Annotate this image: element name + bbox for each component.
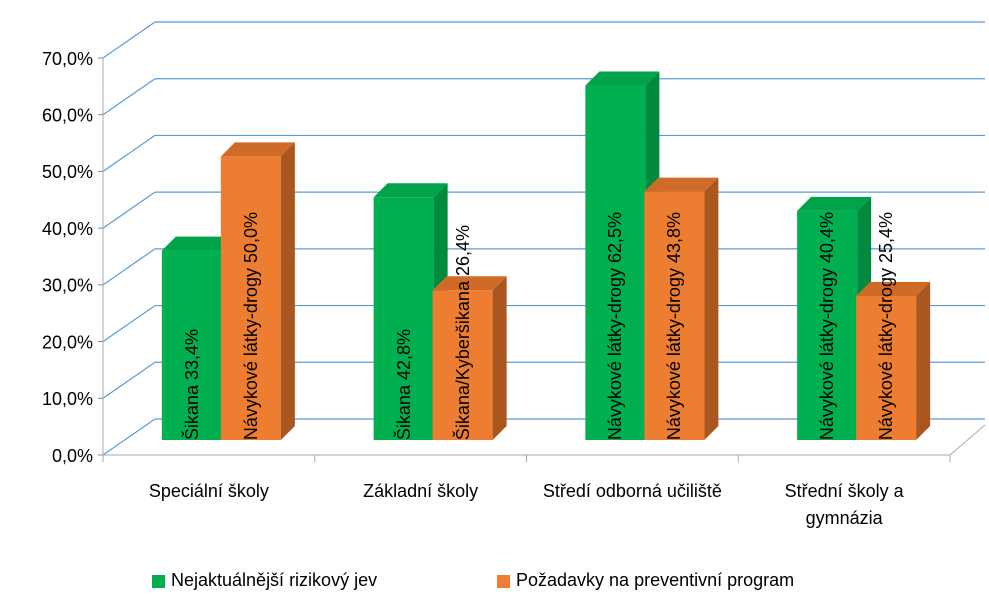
bar-side bbox=[916, 281, 931, 440]
bar-front bbox=[585, 85, 646, 441]
bar-top bbox=[644, 177, 719, 192]
legend-label: Požadavky na preventivní program bbox=[516, 570, 795, 590]
x-tick-label: Speciální školy bbox=[148, 481, 269, 501]
y-tick-label: 60,0% bbox=[42, 105, 93, 125]
y-tick-label: 10,0% bbox=[42, 389, 93, 409]
x-tick-label: Středí odborná učiliště bbox=[542, 481, 722, 501]
bar-side bbox=[492, 276, 507, 440]
grid-line bbox=[102, 418, 156, 456]
y-tick-label: 0,0% bbox=[52, 446, 93, 466]
grid-line bbox=[102, 21, 156, 59]
bar-top bbox=[797, 196, 872, 211]
data-label: Šikana/Kyberšikana 26,4% bbox=[452, 224, 473, 440]
bar-front bbox=[220, 156, 281, 440]
bar-front bbox=[797, 210, 858, 440]
bar-side bbox=[280, 142, 295, 440]
y-tick-label: 20,0% bbox=[42, 332, 93, 352]
y-tick-label: 40,0% bbox=[42, 219, 93, 239]
bar-top bbox=[220, 142, 295, 157]
data-label: Návykové látky-drogy 43,8% bbox=[664, 211, 685, 440]
data-label: Šikana 42,8% bbox=[393, 328, 414, 440]
floor-edge bbox=[949, 424, 986, 456]
legend-swatch bbox=[497, 575, 510, 588]
bar-front bbox=[644, 191, 705, 440]
bar-front bbox=[432, 290, 493, 440]
bar-top bbox=[432, 276, 507, 291]
bar-front bbox=[373, 197, 434, 440]
data-label: Návykové látky-drogy 62,5% bbox=[605, 211, 626, 440]
bar-top bbox=[161, 236, 236, 251]
grid-line bbox=[102, 305, 156, 343]
x-tick-label: Základní školy bbox=[363, 481, 479, 501]
grid-line bbox=[102, 78, 156, 116]
y-tick-label: 30,0% bbox=[42, 276, 93, 296]
legend-swatch bbox=[152, 575, 165, 588]
bar-front bbox=[161, 250, 222, 440]
grid-line bbox=[102, 191, 156, 229]
y-tick-label: 70,0% bbox=[42, 49, 93, 69]
data-label: Návykové látky-drogy 40,4% bbox=[817, 211, 838, 440]
grid-line bbox=[102, 361, 156, 399]
grid-line bbox=[102, 248, 156, 286]
bar-top bbox=[856, 281, 931, 296]
legend-label: Nejaktuálnější rizikový jev bbox=[171, 570, 378, 590]
y-tick-label: 50,0% bbox=[42, 162, 93, 182]
data-label: Šikana 33,4% bbox=[181, 328, 202, 440]
data-label: Návykové látky-drogy 25,4% bbox=[876, 211, 897, 440]
grid-line bbox=[102, 134, 156, 172]
bar-side bbox=[704, 177, 719, 440]
bar-front bbox=[856, 295, 917, 440]
data-label: Návykové látky-drogy 50,0% bbox=[240, 211, 261, 440]
x-tick-label: Střední školy a gymnázia bbox=[784, 481, 904, 528]
bar-top bbox=[585, 71, 660, 86]
bar-top bbox=[373, 183, 448, 198]
